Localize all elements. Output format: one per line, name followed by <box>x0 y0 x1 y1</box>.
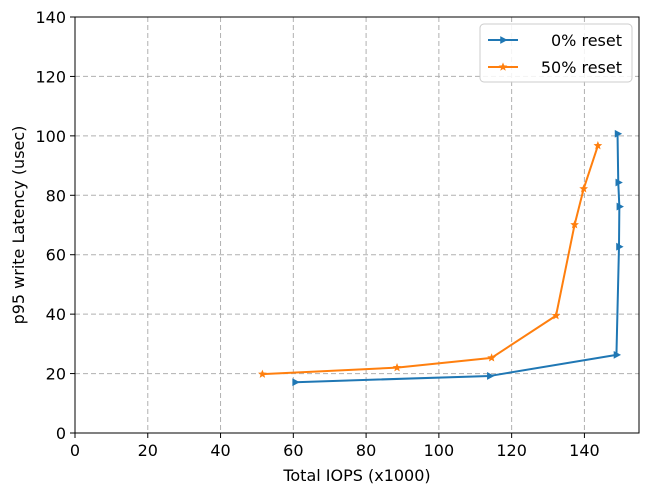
legend-swatch-marker <box>498 62 508 71</box>
legend-swatch-marker <box>500 36 508 44</box>
legend-item-50-reset: 50% reset <box>488 58 622 77</box>
x-axis-label: Total IOPS (x1000) <box>282 466 430 485</box>
data-point-0-reset <box>613 350 622 359</box>
data-point-50-reset <box>392 363 402 372</box>
x-tick-label: 60 <box>283 441 303 460</box>
x-tick-label: 120 <box>496 441 527 460</box>
data-point-0-reset <box>487 372 495 380</box>
data-point-50-reset <box>570 220 579 229</box>
data-point-50-reset <box>551 311 561 320</box>
data-point-50-reset <box>258 369 267 378</box>
y-axis-label: p95 write Latency (usec) <box>9 126 28 325</box>
data-point-50-reset <box>487 353 497 362</box>
x-tick-label: 40 <box>210 441 230 460</box>
y-tick-label: 20 <box>46 365 66 384</box>
y-tick-label: 80 <box>46 186 66 205</box>
data-point-0-reset <box>616 242 624 251</box>
x-tick-label: 0 <box>70 441 80 460</box>
series-layer <box>258 129 624 387</box>
y-tick-label: 60 <box>46 246 66 265</box>
legend-item-0-reset: 0% reset <box>488 31 622 50</box>
y-tick-label: 0 <box>56 424 66 443</box>
y-tick-label: 120 <box>35 67 66 86</box>
series-50-reset <box>258 141 603 378</box>
data-point-0-reset <box>292 378 300 387</box>
legend-label: 50% reset <box>541 58 622 77</box>
data-point-0-reset <box>616 202 624 211</box>
x-tick-label: 100 <box>424 441 455 460</box>
data-point-50-reset <box>579 184 589 193</box>
data-point-50-reset <box>593 141 603 150</box>
y-tick-label: 140 <box>35 8 66 27</box>
legend-label: 0% reset <box>551 31 622 50</box>
y-tick-label: 100 <box>35 127 66 146</box>
x-tick-label: 20 <box>138 441 158 460</box>
x-tick-label: 140 <box>569 441 600 460</box>
data-point-0-reset <box>614 129 623 138</box>
x-tick-label: 80 <box>356 441 376 460</box>
legend: 0% reset 50% reset <box>479 23 633 83</box>
data-point-0-reset <box>615 178 623 187</box>
tick-layer: 0 20 40 60 80 100 120 140 0 20 40 60 80 100 120 140 <box>35 8 599 460</box>
plot-frame <box>74 16 640 434</box>
y-tick-label: 40 <box>46 305 66 324</box>
series-0-reset <box>292 129 624 387</box>
